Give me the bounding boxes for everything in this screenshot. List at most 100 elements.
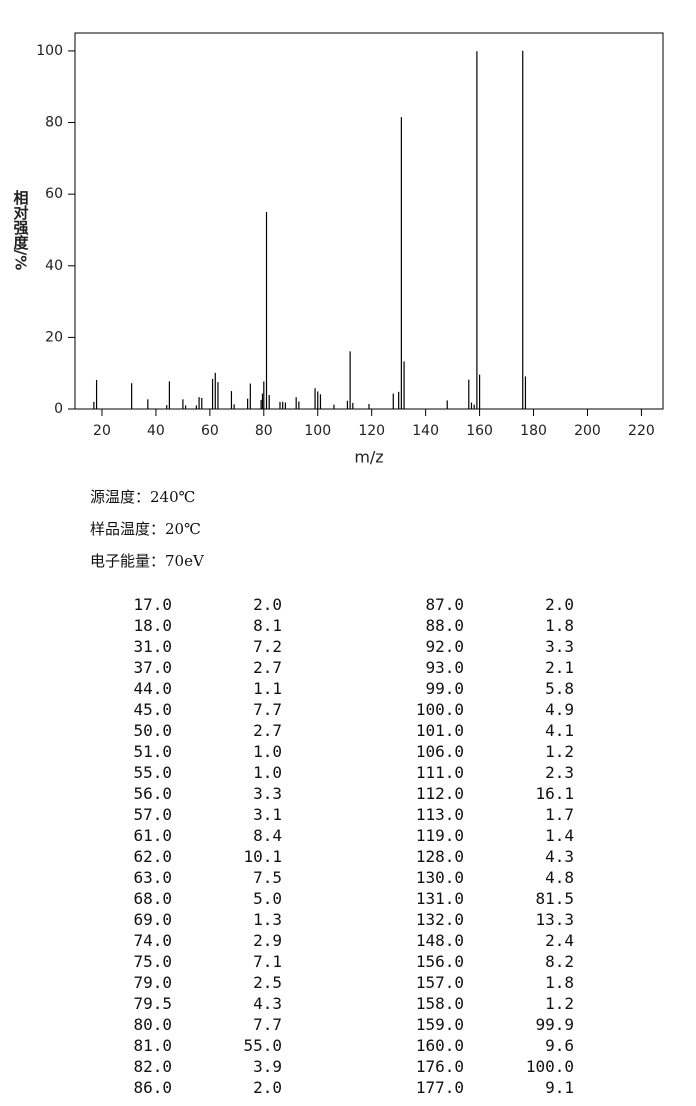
table-cell: 99.9	[535, 1015, 574, 1034]
condition-line: 源温度：240℃	[90, 488, 196, 506]
table-cell: 9.6	[545, 1036, 574, 1055]
table-cell: 99.0	[425, 679, 464, 698]
table-cell: 2.0	[253, 1078, 282, 1097]
table-cell: 7.5	[253, 868, 282, 887]
table-cell: 1.8	[545, 973, 574, 992]
table-cell: 44.0	[133, 679, 172, 698]
table-cell: 128.0	[415, 847, 464, 866]
table-cell: 57.0	[133, 805, 172, 824]
table-cell: 101.0	[415, 721, 464, 740]
table-cell: 75.0	[133, 952, 172, 971]
table-cell: 1.2	[545, 742, 574, 761]
table-cell: 112.0	[415, 784, 464, 803]
table-cell: 1.1	[253, 679, 282, 698]
table-cell: 31.0	[133, 637, 172, 656]
table-cell: 1.3	[253, 910, 282, 929]
table-cell: 18.0	[133, 616, 172, 635]
table-cell: 10.1	[243, 847, 282, 866]
x-tick-label: 60	[201, 423, 219, 439]
table-cell: 63.0	[133, 868, 172, 887]
table-cell: 3.3	[253, 784, 282, 803]
table-cell: 68.0	[133, 889, 172, 908]
table-cell: 113.0	[415, 805, 464, 824]
table-cell: 2.0	[253, 595, 282, 614]
table-cell: 157.0	[415, 973, 464, 992]
table-cell: 87.0	[425, 595, 464, 614]
table-cell: 111.0	[415, 763, 464, 782]
table-cell: 3.3	[545, 637, 574, 656]
table-cell: 79.5	[133, 994, 172, 1013]
table-cell: 1.8	[545, 616, 574, 635]
y-tick-label: 100	[36, 43, 63, 59]
table-cell: 1.4	[545, 826, 574, 845]
table-cell: 3.9	[253, 1057, 282, 1076]
x-tick-label: 140	[412, 423, 439, 439]
table-cell: 119.0	[415, 826, 464, 845]
table-cell: 51.0	[133, 742, 172, 761]
condition-line: 电子能量：70eV	[90, 552, 204, 570]
x-tick-label: 100	[304, 423, 331, 439]
y-tick-label: 60	[45, 186, 63, 202]
table-cell: 2.3	[545, 763, 574, 782]
table-cell: 16.1	[535, 784, 574, 803]
table-cell: 4.3	[545, 847, 574, 866]
table-cell: 2.0	[545, 595, 574, 614]
plot-frame	[74, 32, 664, 410]
table-cell: 5.8	[545, 679, 574, 698]
table-cell: 86.0	[133, 1078, 172, 1097]
table-cell: 132.0	[415, 910, 464, 929]
table-cell: 37.0	[133, 658, 172, 677]
table-cell: 2.5	[253, 973, 282, 992]
table-cell: 81.0	[133, 1036, 172, 1055]
table-cell: 92.0	[425, 637, 464, 656]
x-tick-label: 160	[466, 423, 493, 439]
y-tick-label: 80	[45, 115, 63, 131]
table-cell: 4.3	[253, 994, 282, 1013]
table-cell: 79.0	[133, 973, 172, 992]
table-cell: 106.0	[415, 742, 464, 761]
table-cell: 62.0	[133, 847, 172, 866]
table-cell: 45.0	[133, 700, 172, 719]
table-cell: 55.0	[133, 763, 172, 782]
table-cell: 130.0	[415, 868, 464, 887]
table-cell: 7.7	[253, 700, 282, 719]
table-cell: 88.0	[425, 616, 464, 635]
condition-line: 样品温度：20℃	[90, 520, 201, 538]
x-tick-label: 200	[574, 423, 601, 439]
table-cell: 81.5	[535, 889, 574, 908]
table-cell: 4.8	[545, 868, 574, 887]
x-tick-label: 120	[358, 423, 385, 439]
table-cell: 177.0	[415, 1078, 464, 1097]
table-cell: 55.0	[243, 1036, 282, 1055]
table-cell: 13.3	[535, 910, 574, 929]
table-cell: 9.1	[545, 1078, 574, 1097]
table-cell: 158.0	[415, 994, 464, 1013]
x-tick-label: 80	[255, 423, 273, 439]
table-cell: 69.0	[133, 910, 172, 929]
x-tick-label: 20	[93, 423, 111, 439]
table-cell: 2.7	[253, 658, 282, 677]
table-cell: 2.4	[545, 931, 574, 950]
table-cell: 50.0	[133, 721, 172, 740]
table-cell: 2.1	[545, 658, 574, 677]
chart: m/z 相对强度/% 0 20 40 60 80 100 20 40 60 80 100 120 140…	[12, 32, 664, 467]
table-cell: 93.0	[425, 658, 464, 677]
x-tick-label: 220	[628, 423, 655, 439]
table-cell: 8.1	[253, 616, 282, 635]
table-cell: 148.0	[415, 931, 464, 950]
table-cell: 5.0	[253, 889, 282, 908]
y-tick-label: 0	[54, 401, 63, 417]
table-cell: 4.1	[545, 721, 574, 740]
table-cell: 82.0	[133, 1057, 172, 1076]
table-cell: 1.2	[545, 994, 574, 1013]
table-cell: 8.2	[545, 952, 574, 971]
x-tick-label: 180	[520, 423, 547, 439]
y-axis-label: 相对强度/%	[12, 189, 30, 270]
table-cell: 1.0	[253, 742, 282, 761]
table-cell: 156.0	[415, 952, 464, 971]
table-cell: 4.9	[545, 700, 574, 719]
table-cell: 7.7	[253, 1015, 282, 1034]
table-cell: 74.0	[133, 931, 172, 950]
table-cell: 176.0	[415, 1057, 464, 1076]
table-cell: 1.7	[545, 805, 574, 824]
